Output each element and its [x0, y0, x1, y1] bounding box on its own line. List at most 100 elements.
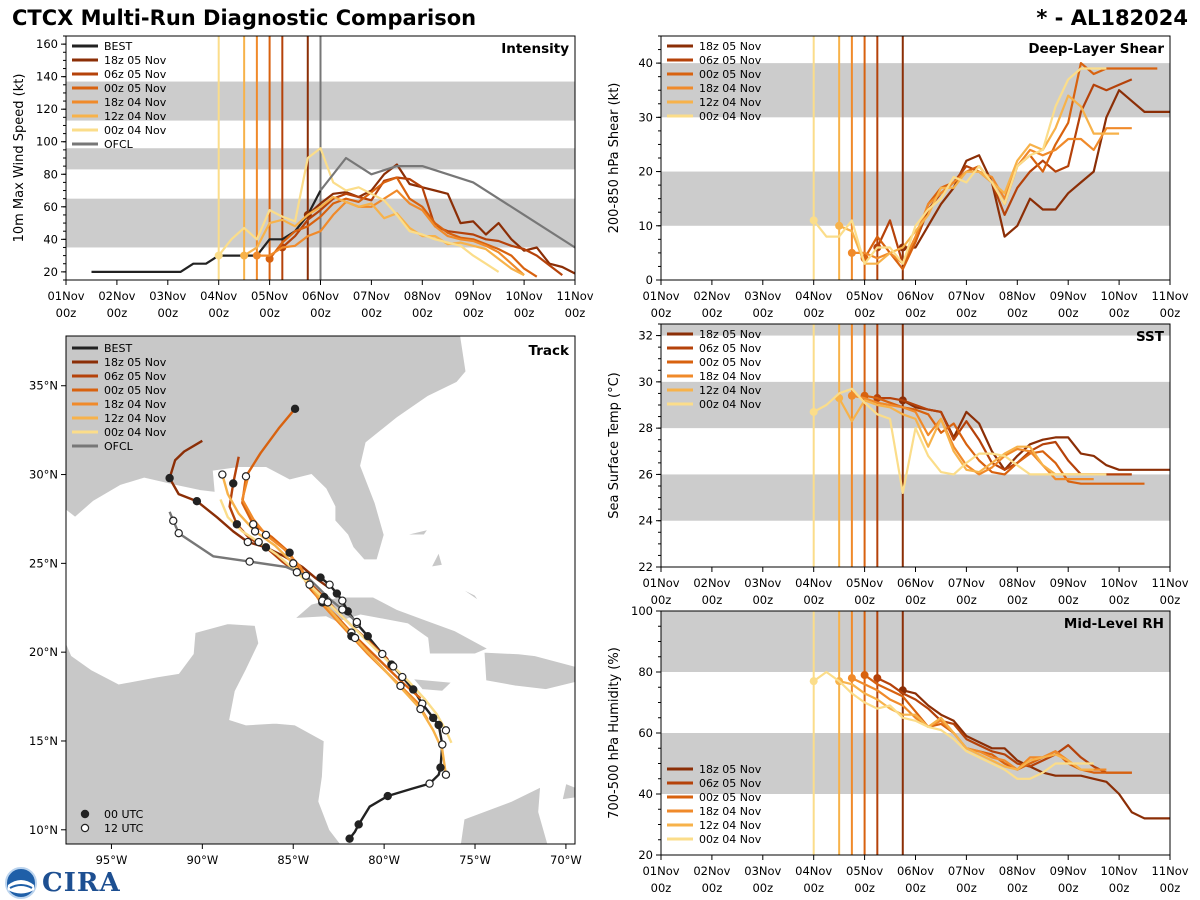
track-line-ofcl: [168, 511, 358, 623]
legend-label: BEST: [104, 40, 132, 53]
x-tick-label: 03Nov: [744, 576, 781, 590]
legend-label: 00z 05 Nov: [104, 384, 167, 397]
x-tick-label: 05Nov: [251, 289, 288, 303]
x-tick-label: 07Nov: [948, 289, 985, 303]
shaded-band: [661, 611, 1170, 672]
marker-12utc: [249, 520, 258, 529]
marker-12utc: [338, 596, 347, 605]
marker-12utc: [338, 605, 347, 614]
marker-12utc: [441, 770, 451, 779]
x-tick-label: 03Nov: [744, 864, 781, 878]
land-shape: [430, 551, 443, 568]
marker-00utc: [232, 520, 242, 529]
x-tick-label: 01Nov: [47, 289, 84, 303]
lat-tick-label: 20°N: [29, 645, 58, 659]
series-start-marker: [265, 254, 274, 263]
lat-tick-label: 25°N: [29, 556, 58, 570]
legend-label: 12z 04 Nov: [699, 384, 762, 397]
marker-12utc: [289, 559, 298, 568]
series-start-marker: [847, 391, 856, 400]
x-tick-sublabel: 00z: [905, 306, 926, 320]
marker-legend-label: 00 UTC: [104, 808, 144, 821]
marker-12utc: [350, 633, 360, 643]
panel-intensity: 20 40 60 80 100 120 140 160 01Nov 00z 02Nov 00z 03No…: [12, 35, 594, 320]
legend-label: 18z 05 Nov: [104, 54, 167, 67]
legend-label: 18z 05 Nov: [104, 356, 167, 369]
series-start-marker: [240, 251, 249, 260]
x-tick-label: 08Nov: [999, 576, 1036, 590]
y-tick-label: 100: [631, 604, 653, 618]
x-tick-sublabel: 00z: [514, 306, 535, 320]
panel-title: SST: [1136, 329, 1165, 345]
panel-title: Intensity: [501, 41, 569, 57]
x-tick-sublabel: 00z: [412, 306, 433, 320]
series-line-r18z05: [902, 689, 1170, 820]
x-tick-sublabel: 00z: [1058, 593, 1079, 607]
figure-title: CTCX Multi-Run Diagnostic Comparison: [12, 6, 477, 30]
x-tick-label: 05Nov: [846, 864, 883, 878]
marker-12utc: [301, 571, 311, 580]
marker-12utc: [378, 649, 387, 659]
x-tick-label: 06Nov: [302, 289, 339, 303]
x-tick-label: 05Nov: [846, 289, 883, 303]
y-tick-label: 80: [638, 665, 653, 679]
series-line-ofcl: [319, 156, 575, 249]
x-tick-label: 04Nov: [795, 289, 832, 303]
x-tick-label: 01Nov: [642, 576, 679, 590]
marker-legend-label: 12 UTC: [104, 822, 144, 835]
series-start-marker: [847, 248, 856, 257]
legend-label: 00z 04 Nov: [699, 833, 762, 846]
x-tick-label: 08Nov: [999, 864, 1036, 878]
marker-12utc: [352, 617, 362, 627]
axes-frame: [65, 335, 576, 845]
marker-00utc: [316, 573, 325, 582]
series-line-r12z04: [838, 680, 1094, 771]
series-start-marker: [809, 407, 818, 416]
legend-label: OFCL: [104, 440, 134, 453]
legend-label: 12z 04 Nov: [699, 819, 762, 832]
x-tick-sublabel: 00z: [956, 593, 977, 607]
shaded-band: [661, 171, 1170, 226]
x-tick-sublabel: 00z: [56, 306, 77, 320]
land-shape: [405, 528, 429, 536]
x-tick-sublabel: 00z: [752, 881, 773, 895]
x-tick-label: 01Nov: [642, 289, 679, 303]
marker-00utc: [429, 713, 438, 723]
y-tick-label: 24: [638, 514, 653, 528]
y-tick-label: 40: [638, 56, 653, 70]
panel-track: 95°W 90°W 85°W 80°W 75°W 70°W 10°N 15°N 20°N 25°N…: [29, 335, 582, 867]
x-tick-sublabel: 00z: [1007, 306, 1028, 320]
series-line-best: [91, 189, 322, 273]
x-tick-label: 03Nov: [149, 289, 186, 303]
marker-00utc: [261, 543, 271, 552]
series-start-marker: [847, 674, 856, 683]
x-tick-sublabel: 00z: [956, 881, 977, 895]
marker-00utc: [363, 631, 372, 641]
plot-area: [661, 36, 1170, 280]
marker-12utc: [416, 704, 425, 714]
series-start-marker: [252, 251, 261, 260]
x-tick-label: 09Nov: [1050, 576, 1087, 590]
x-tick-label: 02Nov: [693, 864, 730, 878]
marker-12utc: [241, 472, 251, 481]
lat-tick-label: 10°N: [29, 823, 58, 837]
land-shape: [460, 786, 549, 844]
marker-00utc: [229, 479, 238, 488]
lat-tick-label: 35°N: [29, 379, 58, 393]
legend-label: 12z 04 Nov: [699, 96, 762, 109]
x-tick-sublabel: 00z: [1058, 881, 1079, 895]
x-tick-sublabel: 00z: [905, 881, 926, 895]
series-line-r06z05: [281, 176, 563, 276]
series-line-r18z04: [851, 127, 1132, 265]
legend-label: 06z 05 Nov: [104, 370, 167, 383]
marker-12utc: [243, 537, 252, 547]
y-tick-label: 100: [36, 135, 58, 149]
x-tick-label: 10Nov: [1101, 576, 1138, 590]
x-tick-label: 09Nov: [1050, 289, 1087, 303]
x-tick-sublabel: 00z: [1160, 306, 1181, 320]
series-line-r00z04: [813, 387, 1107, 494]
x-tick-label: 01Nov: [642, 864, 679, 878]
x-tick-sublabel: 00z: [1109, 881, 1130, 895]
y-tick-label: 160: [36, 37, 58, 51]
